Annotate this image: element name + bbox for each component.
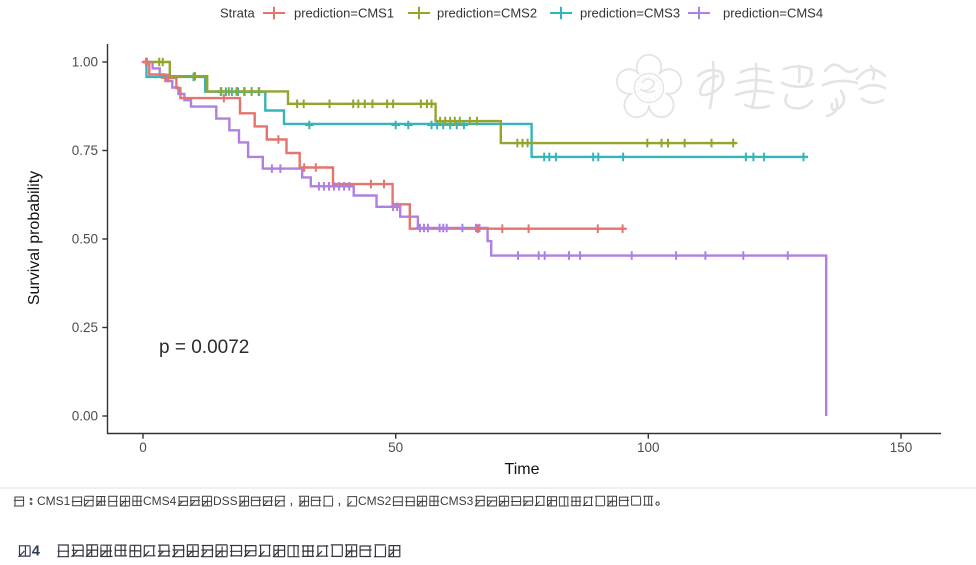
svg-text:prediction=CMS2: prediction=CMS2 [437, 6, 537, 21]
svg-text:CMS2: CMS2 [358, 494, 392, 508]
svg-text:CMS4: CMS4 [143, 494, 177, 508]
svg-text:CMS1: CMS1 [37, 494, 71, 508]
svg-text:prediction=CMS4: prediction=CMS4 [723, 6, 823, 21]
svg-text:0: 0 [139, 440, 147, 455]
svg-text:50: 50 [388, 440, 403, 455]
svg-text:0.00: 0.00 [72, 409, 98, 424]
svg-text:0.50: 0.50 [72, 232, 98, 247]
svg-text:100: 100 [637, 440, 660, 455]
svg-text:p = 0.0072: p = 0.0072 [159, 337, 249, 358]
svg-text:4: 4 [32, 543, 40, 559]
svg-text:0.25: 0.25 [72, 320, 98, 335]
svg-text:CMS3: CMS3 [440, 494, 474, 508]
svg-text:1.00: 1.00 [72, 55, 98, 70]
svg-text:DSS: DSS [213, 494, 238, 508]
svg-text:Strata: Strata [220, 6, 255, 21]
svg-text:prediction=CMS3: prediction=CMS3 [580, 6, 680, 21]
svg-text:prediction=CMS1: prediction=CMS1 [294, 6, 394, 21]
svg-text:0.75: 0.75 [72, 143, 98, 158]
svg-text:Time: Time [505, 461, 540, 478]
svg-text:150: 150 [890, 440, 913, 455]
svg-text:Survival probability: Survival probability [26, 171, 43, 305]
